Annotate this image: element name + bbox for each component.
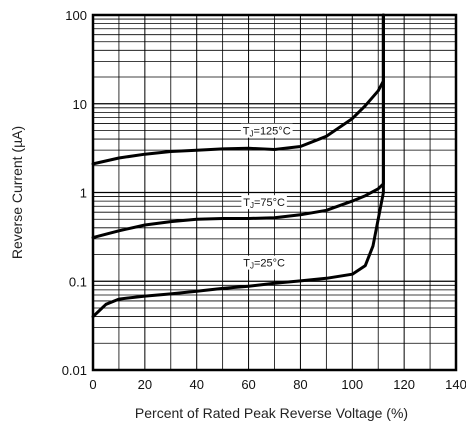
x-axis-title: Percent of Rated Peak Reverse Voltage (%…	[135, 405, 408, 421]
series-line-1	[91, 13, 385, 240]
y-tick-label: 0.1	[69, 274, 87, 289]
series-line-2	[91, 13, 385, 319]
curve-label-bg	[240, 123, 293, 138]
x-tick-label: 140	[445, 377, 466, 392]
curve-label-subscript: J	[250, 201, 254, 210]
y-tick-label: 0.01	[62, 363, 87, 378]
curves	[91, 13, 385, 319]
y-tick-label: 1	[80, 186, 87, 201]
curve-label: TJ=75°C	[243, 197, 285, 210]
x-tick-label: 100	[341, 377, 363, 392]
series-line-0	[91, 13, 385, 166]
curve-label-t: T	[243, 126, 250, 138]
curve-label-value: =75°C	[254, 197, 285, 209]
y-tick-labels: 100 10 1 0.1 0.01	[62, 8, 87, 378]
curve-labels: TJ=125°CTJ=75°CTJ=25°C	[240, 123, 293, 271]
curve-label: TJ=25°C	[243, 258, 285, 271]
x-tick-label: 80	[293, 377, 307, 392]
curve-label-subscript: J	[250, 130, 254, 139]
x-tick-labels: 0 20 40 60 80 100 120 140	[89, 377, 466, 392]
grid	[93, 15, 456, 370]
curve-label-value: =125°C	[254, 126, 291, 138]
x-tick-label: 40	[189, 377, 203, 392]
curve-label-t: T	[243, 258, 250, 270]
curve-label-bg	[241, 255, 287, 270]
curve-label-subscript: J	[250, 262, 254, 271]
x-tick-label: 0	[89, 377, 96, 392]
curve-label: TJ=125°C	[243, 126, 291, 139]
curve-label-t: T	[243, 197, 250, 209]
y-tick-label: 10	[73, 97, 87, 112]
y-tick-label: 100	[65, 8, 87, 23]
plot-frame	[91, 13, 458, 372]
y-axis-title: Reverse Current (µA)	[9, 126, 25, 259]
x-tick-label: 20	[138, 377, 152, 392]
x-tick-label: 60	[241, 377, 255, 392]
curve-label-bg	[241, 195, 287, 210]
x-tick-label: 120	[393, 377, 415, 392]
curve-label-value: =25°C	[254, 258, 285, 270]
